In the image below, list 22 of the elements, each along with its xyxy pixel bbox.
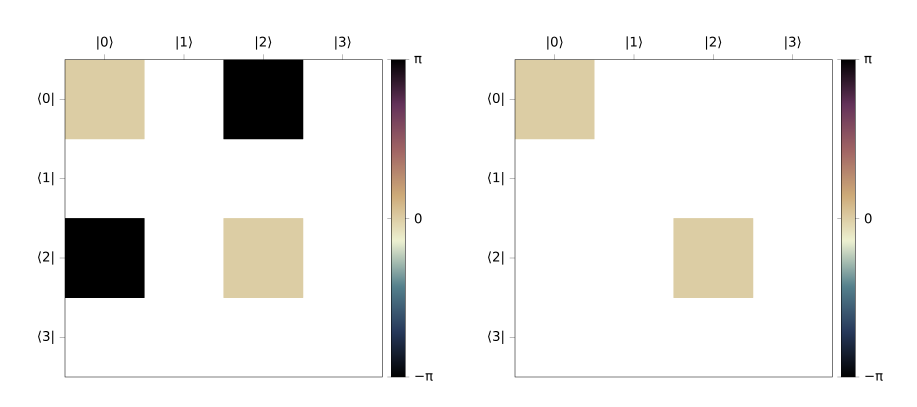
color-bar-label: π bbox=[864, 56, 872, 64]
y-tick-label: ⟨1| bbox=[38, 172, 54, 186]
y-tick-label: ⟨1| bbox=[488, 172, 504, 186]
color-bar-label: 0 bbox=[864, 213, 872, 224]
y-tick-label: ⟨3| bbox=[488, 330, 504, 344]
x-tick-label: |0⟩ bbox=[547, 36, 563, 50]
x-tick-label: |3⟩ bbox=[335, 36, 351, 50]
y-tick-label: ⟨0| bbox=[38, 92, 54, 106]
color-bar-label: 0 bbox=[414, 213, 422, 224]
x-tick-label: |1⟩ bbox=[626, 36, 642, 50]
x-tick-label: |3⟩ bbox=[785, 36, 801, 50]
y-tick-label: ⟨2| bbox=[38, 251, 54, 265]
x-tick-label: |0⟩ bbox=[97, 36, 113, 50]
y-tick-label: ⟨2| bbox=[488, 251, 504, 265]
x-tick-label: |2⟩ bbox=[256, 36, 272, 50]
y-tick-label: ⟨0| bbox=[488, 92, 504, 106]
x-tick-label: |1⟩ bbox=[176, 36, 192, 50]
color-bar-label: π bbox=[414, 56, 422, 64]
color-bar-label: −π bbox=[865, 373, 883, 381]
color-bar-label: −π bbox=[415, 373, 433, 381]
y-tick-label: ⟨3| bbox=[38, 330, 54, 344]
x-tick-label: |2⟩ bbox=[706, 36, 722, 50]
